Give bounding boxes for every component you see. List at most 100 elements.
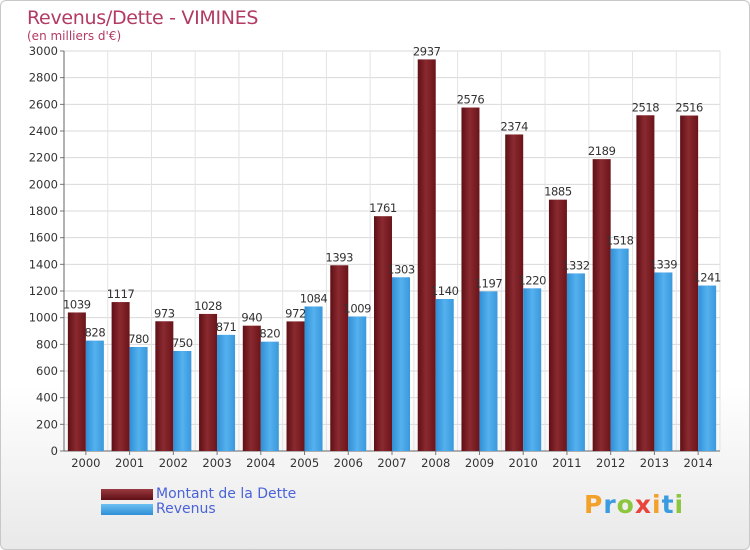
bar-debt [505,134,524,451]
x-tick-label: 2002 [159,456,188,470]
data-label-revenue: 1332 [562,258,590,272]
x-tick-label: 2004 [246,456,275,470]
bar-revenue [129,347,148,451]
data-label-revenue: 750 [172,336,193,350]
y-tick-label: 1400 [29,257,58,271]
y-tick-label: 2600 [29,97,58,111]
logo-letter: i [652,490,662,519]
x-tick-label: 2010 [509,456,538,470]
bar-debt [417,59,436,452]
x-tick-label: 2014 [683,456,712,470]
bars [67,59,717,452]
bar-debt [111,302,130,451]
data-label-revenue: 871 [216,320,237,334]
data-label-debt: 972 [285,306,306,320]
data-label-revenue: 1220 [518,273,546,287]
bar-debt [286,321,305,451]
legend-label-revenue: Revenus [156,501,216,517]
data-label-revenue: 1303 [387,262,415,276]
legend-label-debt: Montant de la Dette [156,486,297,502]
chart-subtitle: (en milliers d'€) [27,29,122,43]
y-tick-label: 2400 [29,124,58,138]
data-label-debt: 2189 [588,144,616,158]
data-label-debt: 2518 [632,100,660,114]
bar-debt [548,199,567,451]
x-tick-label: 2001 [115,456,144,470]
data-label-debt: 940 [241,311,262,325]
x-tick-label: 2009 [465,456,494,470]
data-label-revenue: 780 [128,332,149,346]
data-label-revenue: 1518 [606,234,634,248]
data-label-debt: 1039 [63,297,91,311]
data-label-revenue: 1339 [650,257,678,271]
data-label-debt: 2516 [675,101,703,115]
data-label-debt: 1393 [325,250,353,264]
data-label-revenue: 1140 [431,284,459,298]
logo-letter: x [634,490,652,519]
y-tick-label: 3000 [29,44,58,58]
data-label-debt: 1761 [369,201,397,215]
x-tick-label: 2012 [596,456,625,470]
bar-revenue [392,277,410,451]
bar-revenue [698,285,717,451]
bar-debt [67,312,86,451]
legend-swatch-revenue [101,504,153,515]
bar-revenue [348,316,367,451]
y-tick-label: 400 [36,391,58,405]
data-labels: 1039 828 1117 780 973 750 1028 871 940 820 9721084… [63,44,721,350]
chart-title: Revenus/Dette - VIMINES [27,7,259,29]
data-label-revenue: 1084 [300,291,328,305]
y-tick-label: 2200 [29,151,58,165]
bar-debt [242,325,261,451]
logo-letter: t [661,490,675,519]
x-tick-label: 2011 [552,456,581,470]
bar-debt [374,216,392,451]
data-label-revenue: 1009 [343,301,371,315]
y-tick-label: 600 [36,364,58,378]
bar-revenue [217,334,236,451]
y-tick-label: 2800 [29,71,58,85]
y-tick-label: 1200 [29,284,58,298]
data-label-debt: 973 [154,306,175,320]
logo-letter: r [603,490,617,519]
bar-debt [680,115,699,452]
bar-debt [461,107,480,452]
bar-revenue [435,299,454,451]
logo-letter: P [584,490,604,519]
data-label-debt: 2576 [457,93,485,107]
x-tick-label: 2008 [421,456,450,470]
data-label-debt: 1028 [194,299,222,313]
y-tick-label: 2000 [29,177,58,191]
y-tick-label: 0 [51,444,58,458]
bar-debt [636,115,655,452]
bar-revenue [523,288,542,451]
axes: 0 200 400 600 800 1000 1200 1400 1600 1800 2000 220… [29,44,720,470]
bar-debt [155,321,174,451]
bar-revenue [304,306,323,451]
y-tick-label: 200 [36,417,58,431]
data-label-revenue: 820 [259,327,280,341]
data-label-debt: 2937 [413,44,441,58]
data-label-revenue: 1197 [475,276,503,290]
data-label-revenue: 1241 [693,271,721,285]
x-tick-label: 2006 [334,456,363,470]
y-tick-label: 1600 [29,231,58,245]
bar-revenue [566,273,585,451]
x-tick-label: 2007 [377,456,406,470]
bar-debt [199,313,218,451]
data-label-debt: 1117 [107,287,135,301]
logo-letter: o [616,490,635,519]
bar-revenue [479,291,498,451]
y-tick-label: 1800 [29,204,58,218]
x-tick-label: 2013 [640,456,669,470]
bar-revenue [654,272,673,451]
bar-revenue [610,248,629,451]
y-tick-label: 800 [36,337,58,351]
bar-revenue [260,341,279,451]
x-tick-label: 2000 [71,456,100,470]
data-label-debt: 1885 [544,185,572,199]
x-tick-label: 2005 [290,456,319,470]
proxiti-logo: Proxiti [584,490,684,519]
bar-debt [592,159,611,451]
